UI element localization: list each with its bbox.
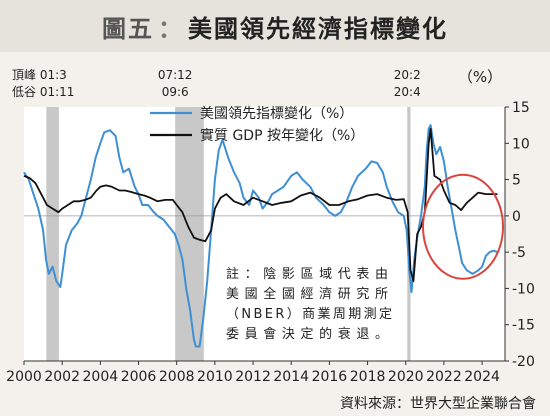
y-tick-label: -20: [512, 354, 535, 370]
chart-title: 圖五 ： 美國領先經濟指標變化: [0, 0, 550, 52]
recession-label-peak-1: 頂峰 01:3: [12, 68, 67, 82]
recession-label-peak-3: 20:2: [394, 68, 421, 82]
x-tick-label: 2018: [350, 369, 386, 385]
y-tick-label: -15: [512, 318, 535, 334]
note-line-3: （NBER）商業周期測定: [226, 306, 392, 322]
title-text: 美國領先經濟指標變化: [188, 14, 448, 43]
legend-entry-2: 實質 GDP 按年變化（%）: [200, 127, 364, 144]
series-line-2: [23, 127, 498, 283]
recession-label-trough-3: 20:4: [394, 85, 421, 99]
x-tick-label: 2012: [235, 369, 271, 385]
note-line-2: 美國全國經濟研究所: [226, 286, 388, 302]
recession-label-peak-2: 07:12: [158, 68, 193, 82]
note-box: [220, 260, 398, 346]
x-tick-label: 2008: [159, 369, 195, 385]
title-separator: ：: [158, 14, 184, 43]
y-tick-label: 10: [512, 136, 530, 152]
note-line-1: 註：陰影區域代表由: [226, 267, 388, 282]
y-unit-label: （%）: [458, 68, 502, 86]
highlight-circle: [422, 173, 505, 280]
y-tick-label: 15: [512, 100, 530, 116]
y-tick-label: -5: [512, 245, 526, 261]
recession-label-trough-2: 09:6: [162, 85, 189, 99]
x-tick-label: 2016: [312, 369, 348, 385]
x-tick-label: 2022: [426, 369, 462, 385]
source-note: 資料來源：世界大型企業聯合會: [340, 396, 536, 412]
note-line-4: 委員會決定的衰退。: [226, 326, 388, 342]
y-tick-label: 0: [512, 209, 521, 225]
x-tick-label: 2002: [44, 369, 80, 385]
x-tick-label: 2020: [388, 369, 424, 385]
x-tick-label: 2014: [273, 369, 309, 385]
legend-entry-1: 美國領先指標變化（%）: [200, 105, 353, 122]
figure-label: 圖五: [102, 14, 154, 43]
x-tick-label: 2010: [197, 369, 233, 385]
recession-band-1: [46, 107, 59, 361]
series-line-1: [23, 124, 498, 348]
recession-band-2: [175, 107, 204, 361]
x-tick-label: 2000: [6, 369, 42, 385]
x-tick-label: 2004: [83, 369, 119, 385]
x-tick-label: 2006: [121, 369, 157, 385]
x-tick-label: 2024: [464, 369, 500, 385]
chart-svg: 頂峰 01:3 低谷 01:11 07:12 09:6 20:2 20:4 （%） 15 10 5…: [6, 68, 535, 385]
y-tick-label: 5: [512, 173, 521, 189]
y-tick-label: -10: [512, 281, 535, 297]
recession-label-trough-1: 低谷 01:11: [12, 85, 74, 99]
